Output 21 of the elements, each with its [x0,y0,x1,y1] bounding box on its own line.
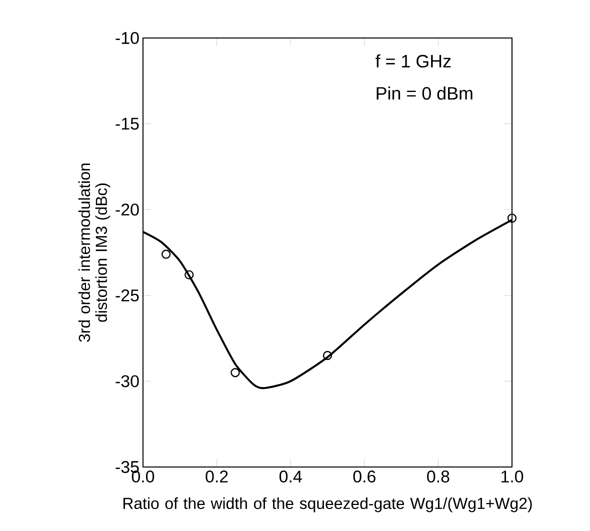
point [322,350,332,360]
x-tick-label: 0.8 [427,470,450,483]
point [507,214,517,223]
y-axis-title: 3rd order intermodulation distortion IM3 (dBc) [78,164,110,342]
x-tick-label: 0.0 [132,470,154,483]
point [230,368,240,378]
x-axis-title: Ratio of the width of the squeezed-gate Wg1/(Wg1+Wg2) [123,497,532,512]
annotation: Pin = 0 dBm [376,86,472,100]
y-tick-label: -25 [116,289,139,302]
annotation: f = 1 GHz [376,54,451,68]
x-tick-label: 0.6 [353,470,376,483]
x-tick-label: 0.4 [279,470,302,483]
y-tick-label: -20 [116,204,139,216]
y-tick-label: -35 [116,461,139,473]
point [161,250,171,259]
x-tick-label: 0.2 [206,470,228,483]
y-tick-label: -10 [116,32,139,44]
y-tick-label: -30 [116,375,139,388]
y-tick-label: -15 [116,118,139,130]
x-tick-label: 1.0 [502,470,524,483]
point [184,270,194,280]
